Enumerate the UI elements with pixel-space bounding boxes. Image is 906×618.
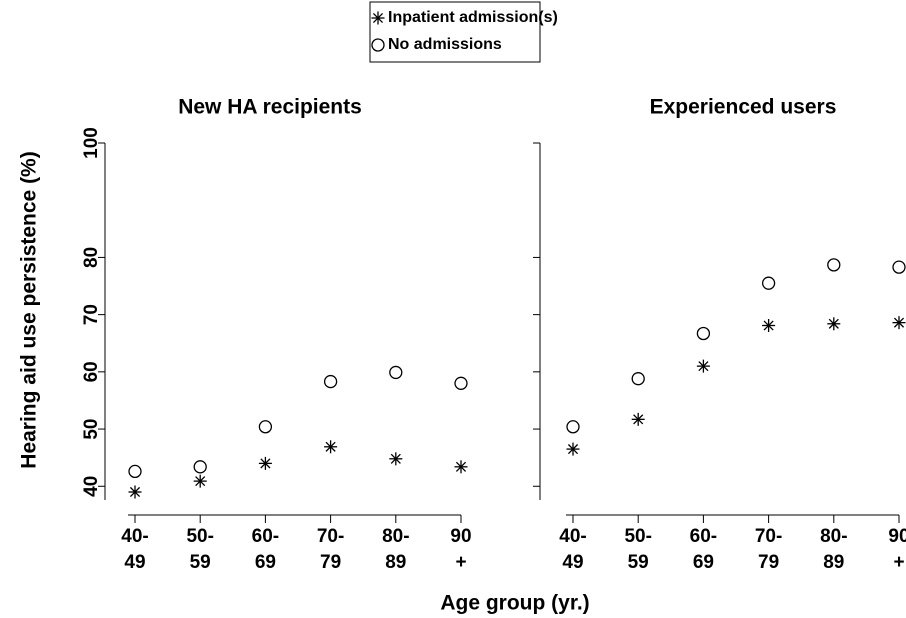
y-axis-label: Hearing aid use persistence (%) xyxy=(18,151,41,468)
marker xyxy=(696,359,710,373)
marker xyxy=(193,474,207,488)
marker xyxy=(631,372,645,386)
marker xyxy=(696,326,711,341)
marker xyxy=(827,258,841,272)
marker xyxy=(128,464,142,479)
marker xyxy=(566,442,580,456)
marker xyxy=(631,412,645,426)
x-tick-label: 40- 49 xyxy=(559,526,587,573)
legend-box xyxy=(369,1,541,63)
marker xyxy=(454,376,468,390)
marker xyxy=(193,460,207,474)
panel-title: New HA recipients xyxy=(178,96,362,119)
x-tick-label: 80- 89 xyxy=(382,526,410,573)
x-tick-label: 70- 79 xyxy=(754,526,783,573)
x-axis-label: Age group (yr.) xyxy=(440,592,589,615)
y-tick-label: 60 xyxy=(81,361,102,382)
y-tick-label: 80 xyxy=(81,247,102,268)
legend-label: Inpatient admission(s) xyxy=(388,9,558,26)
x-tick-label: 50- 59 xyxy=(186,526,214,573)
x-tick-label: 40- 49 xyxy=(121,526,149,573)
panel-title: Experienced users xyxy=(650,96,837,119)
marker xyxy=(762,319,776,333)
y-tick-label: 40 xyxy=(81,476,102,497)
marker xyxy=(324,440,338,454)
y-tick-label: 100 xyxy=(81,127,102,159)
marker xyxy=(761,276,776,290)
x-tick-label: 60- 69 xyxy=(251,526,280,573)
y-tick-label: 50 xyxy=(81,418,102,439)
marker xyxy=(371,38,385,52)
x-tick-label: 80- 89 xyxy=(820,526,848,573)
marker xyxy=(566,420,580,434)
marker xyxy=(389,452,403,466)
legend-label: No admissions xyxy=(388,36,502,53)
x-tick-label: 90 + xyxy=(450,526,472,573)
marker xyxy=(128,485,142,499)
marker xyxy=(258,456,272,470)
marker xyxy=(389,365,403,380)
marker xyxy=(323,374,338,389)
marker xyxy=(371,11,385,25)
marker xyxy=(454,460,468,474)
marker xyxy=(892,316,906,330)
x-tick-label: 90 + xyxy=(888,526,906,573)
y-tick-label: 70 xyxy=(81,304,102,325)
marker xyxy=(892,260,906,274)
x-tick-label: 70- 79 xyxy=(316,526,345,573)
x-tick-label: 50- 59 xyxy=(624,526,652,573)
marker xyxy=(258,420,273,434)
marker xyxy=(827,317,841,331)
x-tick-label: 60- 69 xyxy=(689,526,718,573)
